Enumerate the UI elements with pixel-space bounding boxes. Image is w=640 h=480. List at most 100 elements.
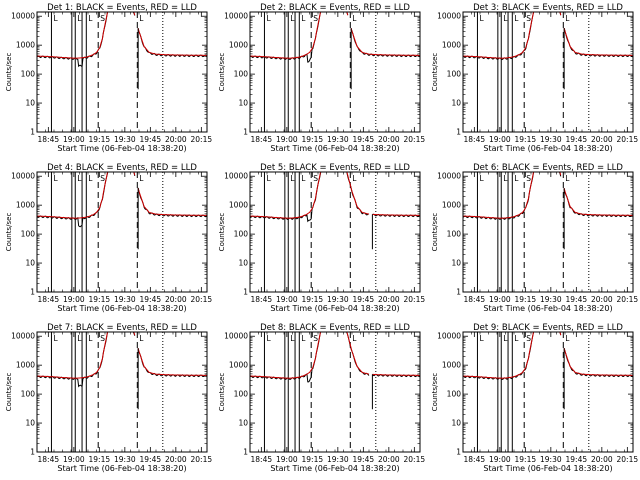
x-tick-label: 20:00	[378, 135, 400, 144]
x-tick-label: 18:45	[38, 135, 60, 144]
x-tick-label: 20:15	[191, 295, 213, 304]
y-tick-label: 100	[21, 230, 36, 239]
x-tick-label: 19:45	[140, 295, 162, 304]
plot-frame	[36, 11, 208, 133]
flag-label: L	[88, 14, 93, 23]
x-tick-label: 18:45	[38, 295, 60, 304]
x-tick-label: 19:15	[89, 295, 111, 304]
panel-det-7: Det 7: BLACK = Events, RED = LLD 1 10 100 10…	[5, 323, 212, 473]
flag-label: L	[301, 174, 306, 183]
y-tick-label: 10000	[224, 172, 248, 181]
x-tick-label: 20:15	[404, 135, 426, 144]
y-tick-label: 1	[456, 128, 461, 137]
x-axis-label: Start Time (06-Feb-04 18:38:20)	[270, 304, 399, 313]
y-tick-label: 10	[451, 259, 461, 268]
y-tick-label: 100	[21, 70, 36, 79]
flag-label: L	[290, 14, 295, 23]
x-tick-label: 19:45	[353, 455, 375, 464]
flag-label: S	[100, 14, 105, 23]
plot-area	[37, 172, 207, 292]
plot-area	[250, 12, 420, 132]
y-tick-label: 10	[25, 259, 35, 268]
y-tick-label: 1000	[442, 41, 461, 50]
x-tick-label: 20:00	[591, 295, 613, 304]
x-axis-label: Start Time (06-Feb-04 18:38:20)	[57, 304, 186, 313]
flag-label: L	[53, 14, 58, 23]
x-tick-label: 18:45	[464, 135, 486, 144]
y-tick-label: 1	[456, 448, 461, 457]
panel-det-5: Det 5: BLACK = Events, RED = LLD 1 10 100 10…	[218, 163, 425, 313]
x-tick-label: 19:00	[489, 135, 511, 144]
flag-label: L	[301, 14, 306, 23]
flag-label: L	[88, 174, 93, 183]
y-tick-label: 1	[243, 448, 248, 457]
plot-area	[463, 332, 633, 452]
y-tick-label: 100	[447, 70, 462, 79]
y-tick-label: 1000	[229, 41, 248, 50]
plot-area	[37, 12, 207, 132]
plot-area	[250, 332, 420, 452]
flag-label: L	[290, 334, 295, 343]
x-tick-label: 20:15	[617, 135, 639, 144]
y-axis-label: Counts/sec	[218, 53, 226, 92]
flag-label: L	[479, 174, 484, 183]
x-tick-label: 19:15	[515, 295, 537, 304]
x-tick-label: 20:15	[404, 455, 426, 464]
y-tick-label: 10000	[437, 332, 461, 341]
y-tick-label: 10000	[437, 12, 461, 21]
y-tick-label: 10	[238, 99, 248, 108]
flag-label: S	[526, 334, 531, 343]
y-tick-label: 10000	[11, 12, 35, 21]
plot-frame	[462, 11, 634, 133]
x-tick-label: 18:45	[464, 455, 486, 464]
x-tick-label: 19:00	[276, 295, 298, 304]
x-axis-label: Start Time (06-Feb-04 18:38:20)	[57, 464, 186, 473]
flag-label: L	[352, 174, 357, 183]
panel-title: Det 7: BLACK = Events, RED = LLD	[47, 323, 197, 333]
panel-title: Det 9: BLACK = Events, RED = LLD	[473, 323, 623, 333]
flag-label: L	[479, 14, 484, 23]
x-tick-label: 19:45	[140, 135, 162, 144]
y-tick-label: 10000	[224, 332, 248, 341]
y-tick-label: 1000	[442, 201, 461, 210]
y-tick-label: 1000	[16, 41, 35, 50]
y-axis-label: Counts/sec	[431, 213, 439, 252]
x-tick-label: 18:45	[251, 295, 273, 304]
x-tick-label: 20:15	[617, 455, 639, 464]
plot-frame	[36, 331, 208, 453]
plot-frame	[249, 331, 421, 453]
x-tick-label: 19:45	[566, 455, 588, 464]
x-tick-label: 19:15	[302, 135, 324, 144]
series-lld-line	[37, 12, 207, 59]
x-axis-label: Start Time (06-Feb-04 18:38:20)	[57, 144, 186, 153]
plot-area	[37, 332, 207, 452]
x-tick-label: 19:00	[489, 455, 511, 464]
x-axis-label: Start Time (06-Feb-04 18:38:20)	[483, 304, 612, 313]
x-tick-label: 19:30	[114, 295, 136, 304]
series-events-line	[37, 172, 207, 228]
x-tick-label: 20:15	[617, 295, 639, 304]
x-tick-label: 19:00	[63, 295, 85, 304]
flag-label: L	[352, 334, 357, 343]
y-tick-label: 10	[238, 419, 248, 428]
series-lld-line	[463, 12, 633, 59]
y-tick-label: 1000	[16, 361, 35, 370]
x-axis-label: Start Time (06-Feb-04 18:38:20)	[483, 144, 612, 153]
panel-det-8: Det 8: BLACK = Events, RED = LLD 1 10 100 10…	[218, 323, 426, 473]
flag-label: L	[503, 14, 508, 23]
y-tick-label: 1	[243, 128, 248, 137]
plot-area	[463, 172, 633, 292]
x-tick-label: 19:00	[63, 455, 85, 464]
plot-area	[463, 12, 633, 132]
flag-label: L	[514, 14, 519, 23]
series-lld-line	[250, 332, 420, 379]
flag-label: L	[266, 334, 271, 343]
y-tick-label: 1000	[16, 201, 35, 210]
x-tick-label: 18:45	[251, 455, 273, 464]
flag-label: S	[526, 14, 531, 23]
x-tick-label: 20:00	[165, 135, 187, 144]
flag-label: S	[526, 174, 531, 183]
flag-label: L	[77, 14, 82, 23]
x-axis-label: Start Time (06-Feb-04 18:38:20)	[483, 464, 612, 473]
y-tick-label: 100	[234, 390, 249, 399]
